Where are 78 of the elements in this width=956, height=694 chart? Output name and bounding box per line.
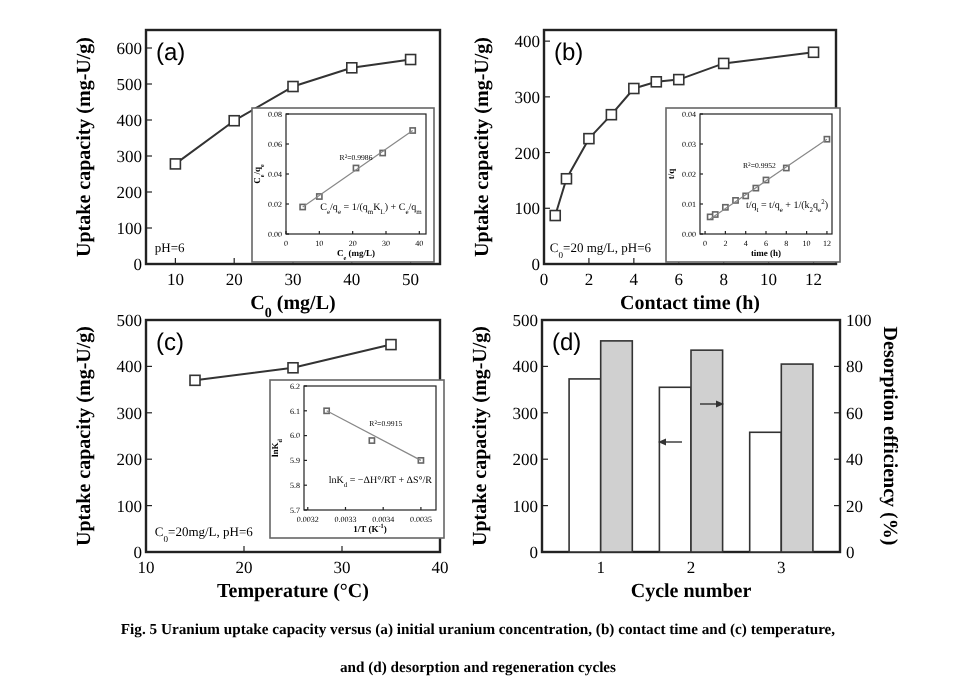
- point: [560, 172, 573, 185]
- point: [169, 158, 182, 170]
- x-tick-label: 12: [805, 269, 823, 289]
- point: [189, 374, 201, 387]
- y-tick-label: 300: [116, 402, 142, 423]
- y-tick-label: 300: [514, 86, 540, 107]
- x-tick-label: 20: [235, 557, 253, 577]
- x-axis-title: Temperature (°C): [217, 581, 369, 603]
- y-tick-label: 400: [116, 356, 142, 377]
- y-axis-title: Uptake capacity (mg-U/g): [74, 37, 96, 257]
- x-tick-label: 20: [225, 269, 243, 289]
- y-tick-label: 400: [514, 31, 540, 52]
- x-tick-label: 8: [719, 269, 728, 289]
- point: [672, 73, 685, 86]
- point: [385, 338, 397, 351]
- y-tick-label: 300: [512, 402, 538, 423]
- x-tick-label: 10: [166, 269, 184, 289]
- y-tick-label: 200: [116, 181, 142, 202]
- x-tick-label: 1: [596, 557, 605, 577]
- point: [807, 46, 820, 59]
- y-tick-label: 200: [116, 449, 142, 470]
- y-axis-title: Uptake capacity (mg-U/g): [472, 37, 494, 257]
- y-tick-label: 600: [116, 37, 142, 58]
- y-tick-label: 0: [529, 541, 538, 562]
- point: [628, 82, 640, 95]
- x-tick-label: 40: [431, 557, 449, 577]
- y-tick-label: 0: [133, 541, 142, 562]
- point: [287, 361, 299, 374]
- chart-title: (c): [156, 328, 184, 356]
- point: [368, 437, 376, 444]
- y-tick-label: 100: [514, 198, 540, 219]
- y-tick-label: 500: [116, 73, 142, 94]
- point: [228, 114, 240, 127]
- x-axis-title: C$_{0}$ (mg/L): [250, 293, 336, 321]
- x-axis-title: Cycle number: [630, 581, 753, 603]
- x-axis-title: Contact time (h): [620, 293, 760, 315]
- x-tick-label: 30: [333, 557, 351, 577]
- y-tick-label: 0: [531, 253, 540, 274]
- y2-tick-label: 100: [846, 309, 872, 330]
- y2-tick-label: 60: [846, 402, 863, 423]
- chart-title: (d): [552, 328, 582, 356]
- y-tick-label: 400: [116, 109, 142, 130]
- point: [404, 53, 417, 66]
- y2-axis-title: Desorption efficiency (%): [878, 326, 900, 546]
- y-tick-label: 100: [116, 495, 142, 516]
- point: [549, 209, 562, 222]
- y-tick-label: 300: [116, 145, 142, 166]
- y-tick-label: 500: [116, 309, 142, 330]
- y-tick-label: 400: [512, 356, 538, 377]
- y-tick-label: 100: [512, 495, 538, 516]
- point: [605, 108, 618, 121]
- x-tick-label: 6: [674, 269, 684, 289]
- chart-title: (a): [156, 38, 186, 66]
- y-tick-label: 200: [514, 142, 540, 163]
- x-tick-label: 10: [760, 269, 778, 289]
- y-axis-title: Uptake capacity (mg-U/g): [470, 326, 492, 546]
- y-tick-label: 200: [512, 449, 538, 470]
- x-tick-label: 50: [402, 269, 420, 289]
- x-tick-label: 4: [629, 269, 640, 289]
- y2-tick-label: 0: [846, 541, 855, 562]
- point: [583, 132, 595, 145]
- x-tick-label: 2: [584, 269, 594, 289]
- y-tick-label: 0: [133, 253, 142, 274]
- point: [650, 76, 663, 88]
- y-tick-label: 100: [116, 217, 142, 238]
- y2-tick-label: 40: [846, 449, 863, 470]
- y-tick-label: 500: [512, 309, 538, 330]
- x-tick-label: 3: [777, 557, 786, 577]
- x-tick-label: 40: [343, 269, 361, 289]
- y-axis-title: Uptake capacity (mg-U/g): [74, 326, 96, 546]
- point: [287, 80, 299, 93]
- point: [346, 62, 358, 74]
- y2-tick-label: 80: [846, 356, 863, 377]
- x-tick-label: 10: [137, 557, 155, 577]
- chart-title: (b): [554, 38, 584, 66]
- x-tick-label: 2: [686, 557, 696, 577]
- x-tick-label: 30: [284, 269, 302, 289]
- point: [717, 57, 730, 70]
